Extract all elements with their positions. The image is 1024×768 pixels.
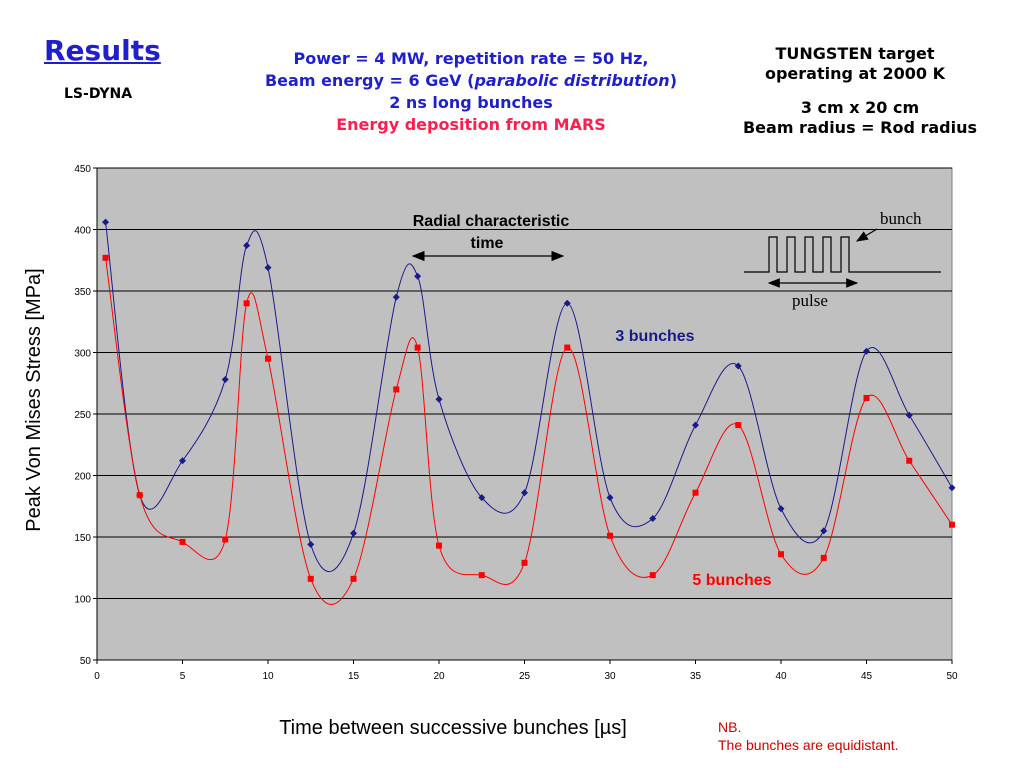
- params-line-2c: ): [669, 71, 677, 90]
- data-point-3-bunches: [606, 494, 614, 502]
- data-point-3-bunches: [905, 411, 913, 419]
- x-tick-label: 20: [433, 671, 445, 682]
- data-point-3-bunches: [350, 529, 357, 537]
- data-point-5-bunches: [179, 538, 186, 545]
- data-point-3-bunches: [563, 299, 571, 307]
- data-point-5-bunches: [521, 559, 528, 566]
- data-point-5-bunches: [564, 344, 571, 351]
- note: NB. The bunches are equidistant.: [718, 718, 899, 754]
- data-point-3-bunches: [435, 395, 443, 403]
- x-tick-label: 5: [180, 671, 186, 682]
- target-description: TUNGSTEN target operating at 2000 K: [730, 44, 980, 84]
- x-tick-label: 10: [262, 671, 274, 682]
- simulation-parameters: Power = 4 MW, repetition rate = 50 Hz, B…: [238, 48, 704, 136]
- data-point-5-bunches: [735, 422, 742, 429]
- page-title: Results: [44, 34, 161, 67]
- data-point-3-bunches: [102, 218, 110, 226]
- y-tick-label: 150: [74, 533, 91, 544]
- data-point-5-bunches: [692, 489, 699, 496]
- target-line-3: 3 cm x 20 cm: [800, 98, 920, 117]
- data-point-5-bunches: [136, 492, 143, 499]
- series-line-3-bunches: [105, 222, 953, 572]
- pulse-label: pulse: [792, 291, 828, 310]
- params-line-2b: parabolic distribution: [474, 71, 670, 90]
- x-axis-label: Time between successive bunches [µs]: [279, 717, 627, 739]
- radial-label-line-2: time: [471, 235, 504, 252]
- params-line-2: Beam energy = 6 GeV (parabolic distribut…: [238, 70, 704, 92]
- x-tick-label: 50: [946, 671, 958, 682]
- x-tick-label: 40: [775, 671, 787, 682]
- data-point-3-bunches: [863, 347, 870, 355]
- data-point-3-bunches: [264, 264, 272, 272]
- data-point-3-bunches: [948, 484, 956, 492]
- x-tick-label: 30: [604, 671, 616, 682]
- data-point-5-bunches: [307, 575, 314, 582]
- bunch-pointer-arrow: [855, 228, 878, 242]
- bunch-label: bunch: [880, 209, 922, 228]
- note-line-2: The bunches are equidistant.: [718, 737, 899, 753]
- data-point-3-bunches: [307, 540, 315, 548]
- params-line-3: 2 ns long bunches: [389, 93, 553, 112]
- series-label-3-bunches: 3 bunches: [615, 328, 694, 345]
- data-point-3-bunches: [521, 489, 528, 497]
- data-point-5-bunches: [649, 572, 656, 579]
- params-line-1: Power = 4 MW, repetition rate = 50 Hz,: [293, 49, 649, 68]
- y-tick-label: 300: [74, 349, 91, 360]
- data-point-5-bunches: [265, 355, 271, 362]
- y-tick-label: 200: [74, 472, 91, 483]
- data-point-3-bunches: [414, 272, 422, 280]
- series-label-5-bunches: 5 bunches: [692, 572, 771, 589]
- data-point-5-bunches: [949, 521, 955, 528]
- data-point-5-bunches: [478, 572, 485, 579]
- data-point-5-bunches: [102, 254, 109, 261]
- data-point-3-bunches: [392, 293, 400, 301]
- y-tick-label: 350: [74, 287, 91, 298]
- data-point-3-bunches: [734, 362, 742, 370]
- radial-label-line-1: Radial characteristic: [413, 213, 570, 230]
- data-point-5-bunches: [436, 542, 442, 549]
- data-point-5-bunches: [350, 575, 357, 582]
- pulse-schematic: [744, 236, 941, 273]
- data-point-3-bunches: [478, 494, 486, 502]
- target-line-2: operating at 2000 K: [764, 64, 946, 83]
- data-point-3-bunches: [179, 457, 186, 465]
- y-tick-label: 250: [74, 410, 91, 421]
- x-tick-label: 25: [519, 671, 531, 682]
- y-tick-label: 100: [74, 595, 91, 606]
- data-point-3-bunches: [777, 505, 785, 513]
- y-tick-label: 400: [74, 226, 91, 237]
- x-tick-label: 45: [861, 671, 873, 682]
- data-point-5-bunches: [393, 386, 400, 393]
- y-axis-label: Peak Von Mises Stress [MPa]: [23, 268, 45, 531]
- data-point-5-bunches: [243, 300, 250, 307]
- data-point-3-bunches: [820, 527, 828, 535]
- data-point-5-bunches: [906, 457, 913, 464]
- params-line-4: Energy deposition from MARS: [336, 115, 606, 134]
- data-point-5-bunches: [607, 532, 613, 539]
- target-line-1: TUNGSTEN target: [775, 44, 935, 63]
- data-point-3-bunches: [692, 421, 699, 429]
- data-point-5-bunches: [778, 551, 784, 558]
- data-point-3-bunches: [649, 515, 657, 523]
- x-tick-label: 15: [348, 671, 360, 682]
- data-point-5-bunches: [414, 344, 421, 351]
- y-tick-label: 50: [80, 656, 92, 667]
- target-line-4: Beam radius = Rod radius: [742, 118, 978, 137]
- x-tick-label: 35: [690, 671, 702, 682]
- params-line-2a: Beam energy = 6 GeV (: [264, 71, 475, 90]
- y-tick-label: 450: [74, 164, 91, 175]
- x-tick-label: 0: [94, 671, 100, 682]
- target-geometry: 3 cm x 20 cm Beam radius = Rod radius: [730, 98, 990, 138]
- data-point-3-bunches: [221, 376, 229, 384]
- data-point-3-bunches: [243, 241, 251, 249]
- page-subtitle: LS-DYNA: [64, 86, 133, 102]
- note-line-1: NB.: [718, 719, 742, 735]
- data-point-5-bunches: [820, 554, 827, 561]
- data-point-5-bunches: [863, 395, 870, 402]
- data-point-5-bunches: [222, 536, 229, 543]
